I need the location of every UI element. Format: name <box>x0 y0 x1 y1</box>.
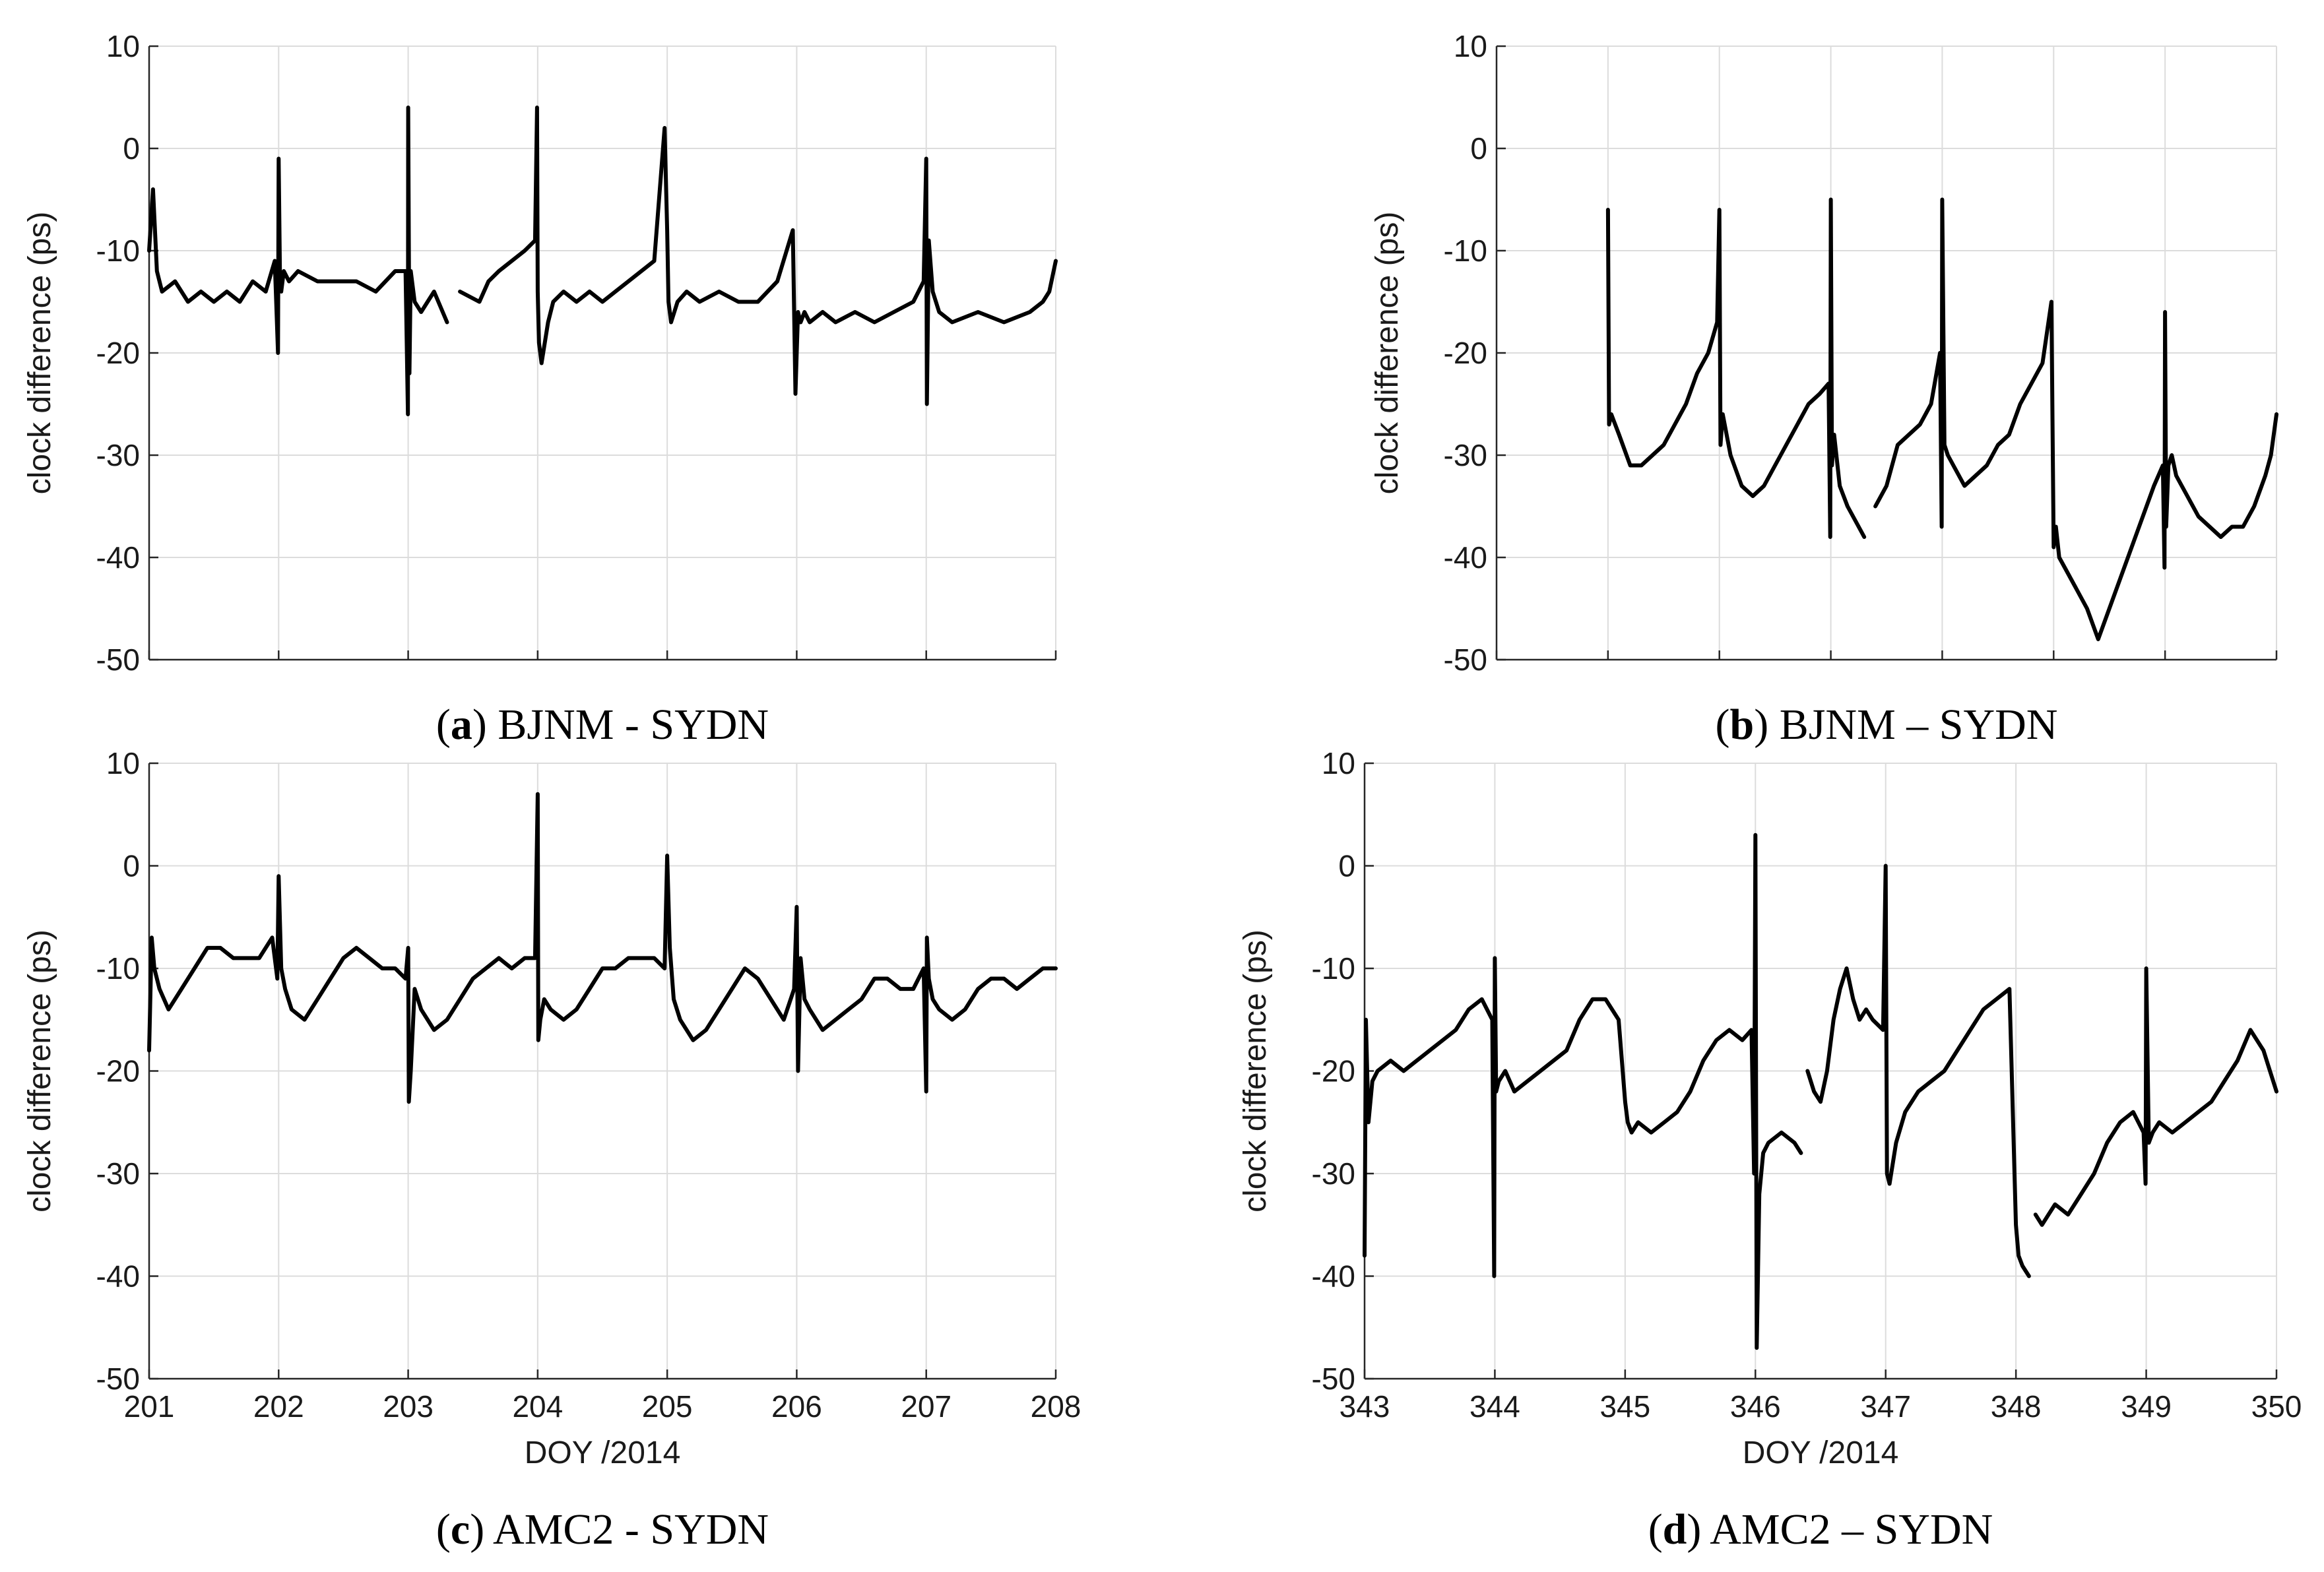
y-axis-label: clock difference (ps) <box>22 212 57 495</box>
panel-caption-text: ) AMC2 - SYDN <box>470 1505 769 1554</box>
y-tick-label: -10 <box>96 234 140 268</box>
x-tick-label: 350 <box>2251 1389 2302 1424</box>
y-tick-label: -40 <box>1444 540 1487 575</box>
x-axis-label: DOY /2014 <box>525 1435 681 1470</box>
panel-caption: (a) BJNM - SYDN <box>436 701 769 749</box>
y-tick-label: -50 <box>96 643 140 677</box>
y-tick-label: -50 <box>96 1362 140 1396</box>
y-tick-label: -30 <box>1312 1156 1355 1191</box>
y-tick-label: 10 <box>106 29 140 63</box>
y-tick-label: -20 <box>1312 1054 1355 1088</box>
x-tick-label: 348 <box>1991 1389 2042 1424</box>
y-tick-label: -20 <box>96 1054 140 1088</box>
panel-letter: d <box>1663 1505 1687 1554</box>
panel-caption: (c) AMC2 - SYDN <box>436 1505 769 1554</box>
chart-panel-b: 10 0 -10 -20 -30 -40 -50 clock difference (ps) (… <box>1370 29 2278 749</box>
x-tick-label: 346 <box>1730 1389 1781 1424</box>
x-tick-label: 207 <box>901 1389 952 1424</box>
x-axis-label: DOY /2014 <box>1743 1435 1899 1470</box>
panel-caption-text: ) AMC2 – SYDN <box>1687 1505 1993 1554</box>
x-tick-label: 345 <box>1599 1389 1650 1424</box>
x-tick-label: 208 <box>1031 1389 1081 1424</box>
y-axis-label: clock difference (ps) <box>1370 212 1405 495</box>
panel-letter: c <box>451 1505 470 1554</box>
y-tick-label: 10 <box>1322 746 1355 780</box>
y-axis-label: clock difference (ps) <box>22 929 57 1212</box>
y-tick-label: -10 <box>1444 234 1487 268</box>
x-tick-label: 201 <box>124 1389 175 1424</box>
panel-caption: (d) AMC2 – SYDN <box>1648 1505 1993 1554</box>
panel-caption-text: ) BJNM - SYDN <box>472 701 769 749</box>
panel-caption: (b) BJNM – SYDN <box>1716 701 2058 749</box>
x-tick-label: 343 <box>1340 1389 1390 1424</box>
x-tick-label: 206 <box>771 1389 822 1424</box>
series-line <box>147 106 1058 416</box>
x-tick-label: 203 <box>383 1389 434 1424</box>
y-tick-label: 0 <box>123 849 140 883</box>
y-tick-label: -20 <box>1444 336 1487 370</box>
y-tick-label: -50 <box>1312 1362 1355 1396</box>
y-tick-label: -10 <box>96 951 140 986</box>
panel-letter: a <box>451 701 472 749</box>
series-line <box>147 792 1058 1104</box>
y-tick-label: -20 <box>96 336 140 370</box>
x-tick-label: 347 <box>1860 1389 1911 1424</box>
y-tick-label: -10 <box>1312 951 1355 986</box>
y-tick-label: -40 <box>96 1259 140 1294</box>
series-line <box>1605 197 2278 641</box>
chart-panel-a: 10 0 -10 -20 -30 -40 -50 clock difference (ps) (… <box>22 29 1058 749</box>
y-tick-label: 10 <box>106 746 140 780</box>
y-tick-label: -30 <box>96 1156 140 1191</box>
y-tick-label: -50 <box>1444 643 1487 677</box>
y-tick-label: -40 <box>1312 1259 1355 1294</box>
x-tick-label: 204 <box>512 1389 563 1424</box>
x-tick-label: 205 <box>642 1389 693 1424</box>
x-tick-label: 349 <box>2121 1389 2172 1424</box>
series-line <box>1363 833 2278 1350</box>
y-tick-label: 0 <box>1338 849 1355 883</box>
x-tick-label: 202 <box>253 1389 304 1424</box>
y-tick-label: -30 <box>96 438 140 472</box>
y-tick-label: 10 <box>1454 29 1487 63</box>
x-tick-label: 344 <box>1469 1389 1520 1424</box>
panel-letter: b <box>1730 701 1755 749</box>
y-axis-label: clock difference (ps) <box>1238 929 1273 1212</box>
y-tick-label: -40 <box>96 540 140 575</box>
panel-caption-text: ) BJNM – SYDN <box>1754 701 2057 749</box>
y-tick-label: -30 <box>1444 438 1487 472</box>
y-tick-label: 0 <box>1470 131 1487 166</box>
y-tick-label: 0 <box>123 131 140 166</box>
